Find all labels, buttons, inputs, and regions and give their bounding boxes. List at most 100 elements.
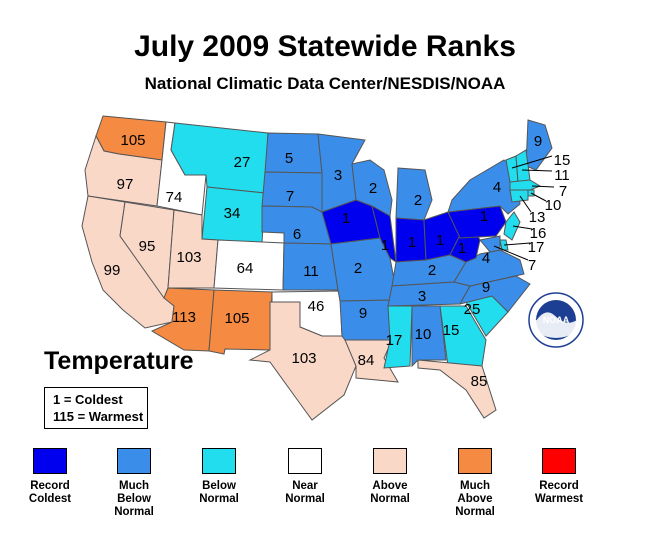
- rank-label-north-dakota: 5: [285, 150, 293, 167]
- state-michigan: [395, 167, 433, 221]
- map-subtitle: National Climatic Data Center/NESDIS/NOA…: [144, 74, 506, 93]
- legend-swatch: [458, 448, 492, 474]
- leader-line-rhode-island: [530, 192, 547, 202]
- rank-label-virginia: 4: [482, 250, 490, 267]
- state-georgia: [439, 305, 487, 367]
- legend-swatch: [33, 448, 67, 474]
- legend-label: Much Above Normal: [455, 480, 495, 518]
- rank-label-new-jersey: 16: [530, 225, 547, 242]
- state-tennessee: [387, 281, 471, 307]
- rank-label-wyoming: 34: [224, 205, 241, 222]
- rank-label-colorado: 64: [237, 260, 254, 277]
- state-texas: [248, 301, 357, 421]
- rank-label-georgia: 15: [443, 322, 460, 339]
- rank-label-new-mexico: 105: [224, 310, 249, 327]
- legend-item-record-warmest: Record Warmest: [514, 448, 604, 506]
- legend-swatch: [117, 448, 151, 474]
- legend-item-much-above-normal: Much Above Normal: [430, 448, 520, 519]
- leader-line-delaware: [503, 242, 531, 246]
- rank-label-texas: 103: [291, 350, 316, 367]
- rank-label-michigan: 2: [414, 192, 422, 209]
- legend-item-record-coldest: Record Coldest: [5, 448, 95, 506]
- panel-title: Temperature: [44, 347, 194, 375]
- rank-label-missouri: 2: [354, 260, 362, 277]
- rank-key: 1 = Coldest 115 = Warmest: [44, 387, 148, 429]
- state-north-dakota: [264, 132, 323, 174]
- rank-label-oregon: 97: [117, 176, 134, 193]
- rank-label-south-dakota: 7: [286, 188, 294, 205]
- rank-label-utah: 103: [176, 249, 201, 266]
- legend-swatch: [542, 448, 576, 474]
- rank-label-minnesota: 3: [334, 167, 342, 184]
- rank-label-alabama: 10: [415, 326, 432, 343]
- noaa-logo-text: NOAA: [543, 315, 570, 325]
- leader-line-new-jersey: [512, 225, 533, 230]
- legend-label: Above Normal: [370, 480, 410, 505]
- legend-swatch: [288, 448, 322, 474]
- leader-line-massachusetts: [531, 185, 555, 188]
- state-new-york: [447, 159, 521, 215]
- key-coldest: 1 = Coldest: [53, 392, 123, 407]
- rank-label-west-virginia: 1: [458, 240, 466, 257]
- legend-swatch: [373, 448, 407, 474]
- rank-label-wisconsin: 2: [369, 180, 377, 197]
- rank-label-pennsylvania: 1: [480, 208, 488, 225]
- rank-label-new-hampshire: 11: [554, 167, 570, 184]
- key-warmest: 115 = Warmest: [53, 409, 144, 424]
- rank-label-north-carolina: 9: [482, 279, 490, 296]
- rank-label-rhode-island: 10: [545, 197, 562, 214]
- rank-label-washington: 105: [120, 132, 145, 149]
- rank-label-tennessee: 3: [418, 288, 426, 305]
- rank-label-california: 99: [104, 262, 121, 279]
- rank-label-arizona: 113: [172, 309, 196, 326]
- rank-label-south-carolina: 25: [464, 301, 481, 318]
- rank-label-connecticut: 13: [529, 209, 546, 226]
- rank-label-kansas: 11: [303, 263, 319, 280]
- rank-label-oklahoma: 46: [308, 298, 325, 315]
- leader-line-new-hampshire: [521, 169, 553, 172]
- rank-label-vermont: 15: [554, 152, 571, 169]
- legend-swatch: [202, 448, 236, 474]
- leader-line-connecticut: [519, 195, 532, 213]
- legend-label: Much Below Normal: [114, 480, 154, 518]
- legend-item-above-normal: Above Normal: [345, 448, 435, 506]
- state-alabama: [411, 305, 447, 368]
- leader-line-maryland: [493, 245, 529, 261]
- state-new-jersey: [503, 211, 521, 241]
- legend-label: Record Warmest: [534, 480, 584, 505]
- rank-label-illinois: 1: [381, 237, 389, 254]
- legend-label: Below Normal: [199, 480, 239, 505]
- rank-label-mississippi: 17: [386, 332, 403, 349]
- state-illinois: [371, 205, 397, 264]
- state-wisconsin: [351, 159, 393, 217]
- legend-label: Near Normal: [285, 480, 325, 505]
- noaa-logo-icon: NOAA: [528, 292, 584, 348]
- rank-label-iowa: 1: [342, 210, 350, 227]
- rank-label-maine: 9: [534, 133, 542, 150]
- rank-label-arkansas: 9: [359, 305, 367, 322]
- legend-item-much-below-normal: Much Below Normal: [89, 448, 179, 519]
- state-mississippi: [383, 305, 413, 369]
- rank-label-delaware: 17: [528, 239, 545, 256]
- map-title: July 2009 Statewide Ranks: [134, 30, 516, 63]
- rank-label-nebraska: 6: [293, 226, 301, 243]
- state-florida: [417, 359, 497, 419]
- rank-label-maryland: 7: [528, 257, 536, 274]
- legend-item-below-normal: Below Normal: [174, 448, 264, 506]
- rank-label-massachusetts: 7: [559, 183, 567, 200]
- rank-label-kentucky: 2: [428, 262, 436, 279]
- state-massachusetts: [509, 179, 542, 191]
- rank-label-nevada: 95: [139, 238, 156, 255]
- state-maryland: [479, 235, 501, 253]
- rank-label-new-york: 4: [493, 179, 501, 196]
- leader-line-vermont: [511, 155, 553, 169]
- rank-label-louisiana: 84: [358, 352, 375, 369]
- legend-label: Record Coldest: [28, 480, 72, 505]
- rank-label-ohio: 1: [436, 232, 444, 249]
- rank-label-montana: 27: [234, 154, 251, 171]
- state-connecticut: [509, 189, 529, 203]
- legend-item-near-normal: Near Normal: [260, 448, 350, 506]
- rank-label-indiana: 1: [408, 234, 416, 251]
- rank-label-idaho: 74: [166, 189, 183, 206]
